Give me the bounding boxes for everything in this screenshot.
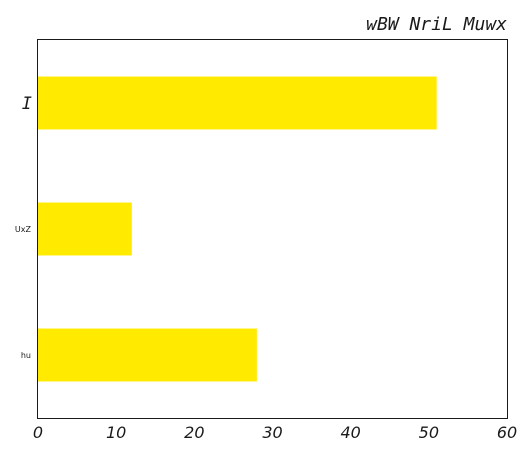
x-tick-label-40: 40: [340, 423, 360, 442]
x-tick-label-30: 30: [262, 423, 282, 442]
x-tick-label-10: 10: [106, 423, 126, 442]
y-tick-label-uxz: UxZ: [15, 225, 32, 234]
x-tick-label-60: 60: [497, 423, 517, 442]
y-tick-label-hu: hu: [21, 351, 31, 360]
x-tick-label-50: 50: [419, 423, 439, 442]
bars-group: [38, 76, 437, 382]
bar-hu: [38, 328, 257, 382]
y-tick-label-i: I: [22, 94, 32, 114]
plot-frame: [37, 39, 508, 419]
y-tick-labels: I UxZ hu: [15, 94, 32, 360]
x-tick-label-20: 20: [184, 423, 204, 442]
bar-i: [38, 76, 437, 130]
bar-uxz: [38, 202, 132, 256]
x-tick-label-0: 0: [33, 423, 43, 442]
x-tick-labels: 0 10 20 30 40 50 60: [33, 423, 517, 442]
chart-title: wBW NriL Muwx: [366, 14, 507, 35]
